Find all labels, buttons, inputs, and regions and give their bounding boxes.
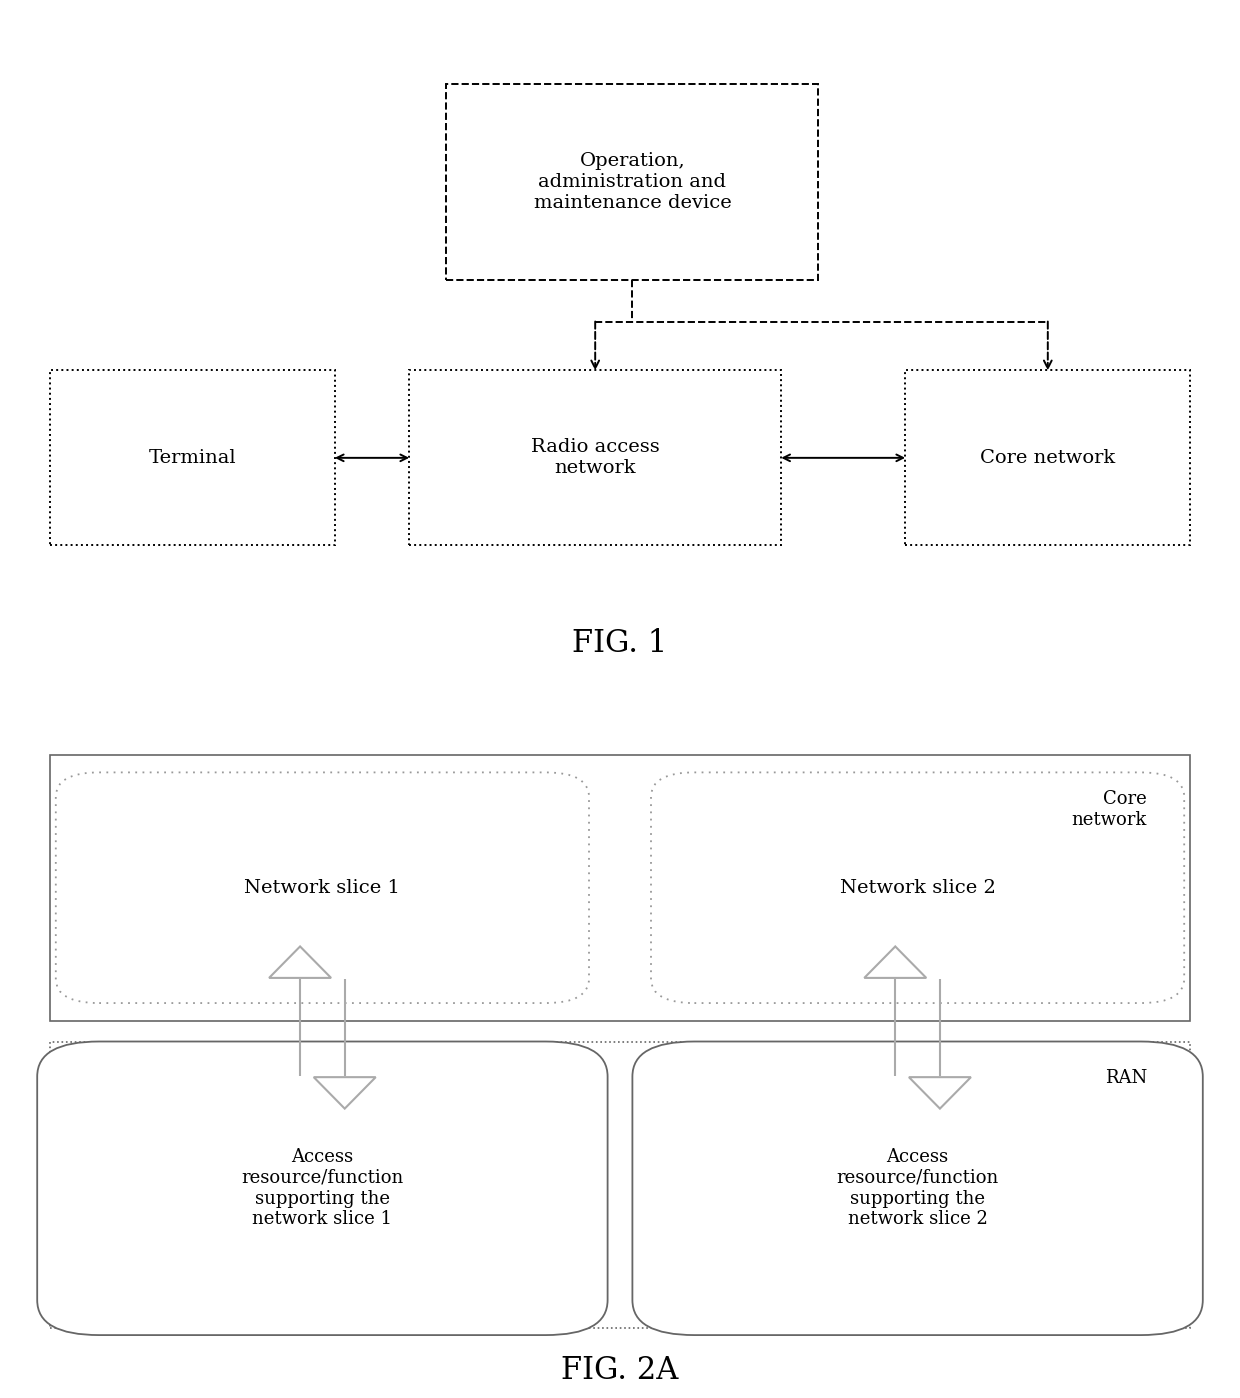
- Bar: [446, 84, 818, 280]
- FancyArrow shape: [864, 946, 926, 979]
- FancyBboxPatch shape: [37, 1042, 608, 1335]
- FancyArrow shape: [314, 1076, 376, 1109]
- Bar: [409, 370, 781, 545]
- FancyBboxPatch shape: [632, 1042, 1203, 1335]
- Bar: [50, 755, 1190, 1021]
- FancyBboxPatch shape: [56, 772, 589, 1004]
- Text: Core network: Core network: [980, 449, 1116, 467]
- FancyArrow shape: [269, 946, 331, 979]
- FancyBboxPatch shape: [651, 772, 1184, 1004]
- Text: Terminal: Terminal: [149, 449, 236, 467]
- Text: Core
network: Core network: [1071, 790, 1147, 829]
- Bar: [50, 370, 335, 545]
- Text: Access
resource/function
supporting the
network slice 1: Access resource/function supporting the …: [242, 1148, 403, 1229]
- FancyArrow shape: [909, 1076, 971, 1109]
- Text: FIG. 2A: FIG. 2A: [562, 1355, 678, 1385]
- Text: Network slice 1: Network slice 1: [244, 879, 401, 896]
- Text: Access
resource/function
supporting the
network slice 2: Access resource/function supporting the …: [837, 1148, 998, 1229]
- Text: Operation,
administration and
maintenance device: Operation, administration and maintenanc…: [533, 152, 732, 211]
- Bar: [50, 1042, 1190, 1328]
- Text: FIG. 1: FIG. 1: [573, 628, 667, 658]
- Text: Radio access
network: Radio access network: [531, 439, 660, 477]
- Bar: [905, 370, 1190, 545]
- Text: Network slice 2: Network slice 2: [839, 879, 996, 896]
- Text: RAN: RAN: [1105, 1069, 1147, 1088]
